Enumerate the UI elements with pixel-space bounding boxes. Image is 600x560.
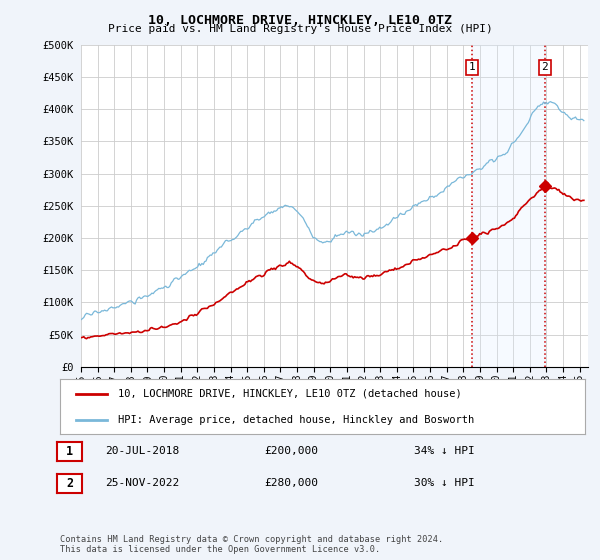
Text: £280,000: £280,000 bbox=[264, 478, 318, 488]
Text: 1: 1 bbox=[66, 445, 73, 458]
Bar bbox=[472, 45, 545, 367]
Text: 2: 2 bbox=[66, 477, 73, 491]
Text: Price paid vs. HM Land Registry's House Price Index (HPI): Price paid vs. HM Land Registry's House … bbox=[107, 24, 493, 34]
Text: HPI: Average price, detached house, Hinckley and Bosworth: HPI: Average price, detached house, Hinc… bbox=[118, 416, 474, 425]
Text: 25-NOV-2022: 25-NOV-2022 bbox=[105, 478, 179, 488]
Text: 2: 2 bbox=[541, 62, 548, 72]
Text: 10, LOCHMORE DRIVE, HINCKLEY, LE10 0TZ: 10, LOCHMORE DRIVE, HINCKLEY, LE10 0TZ bbox=[148, 14, 452, 27]
Text: 1: 1 bbox=[469, 62, 476, 72]
Text: £200,000: £200,000 bbox=[264, 446, 318, 456]
Text: 10, LOCHMORE DRIVE, HINCKLEY, LE10 0TZ (detached house): 10, LOCHMORE DRIVE, HINCKLEY, LE10 0TZ (… bbox=[118, 389, 461, 399]
Text: 34% ↓ HPI: 34% ↓ HPI bbox=[414, 446, 475, 456]
Text: Contains HM Land Registry data © Crown copyright and database right 2024.
This d: Contains HM Land Registry data © Crown c… bbox=[60, 535, 443, 554]
Text: 30% ↓ HPI: 30% ↓ HPI bbox=[414, 478, 475, 488]
Text: 20-JUL-2018: 20-JUL-2018 bbox=[105, 446, 179, 456]
